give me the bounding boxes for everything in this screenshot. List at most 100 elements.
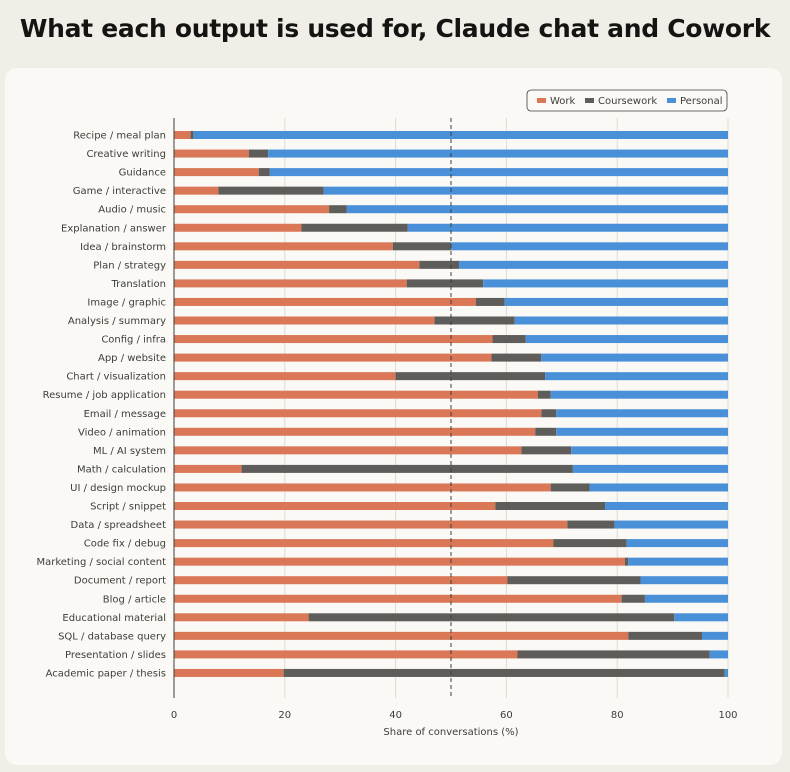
category-label: App / website [98,353,166,364]
category-label: Config / infra [101,335,166,346]
category-label: Idea / brainstorm [80,242,166,253]
bar-work [174,205,330,214]
bar-personal [644,594,728,603]
bar-personal [269,168,728,177]
category-label: Analysis / summary [68,316,166,327]
bar-work [174,131,191,139]
bar-personal [701,631,728,640]
bar-personal [556,409,728,418]
bar-work [174,149,249,158]
x-tick-label: 20 [278,710,291,721]
category-label: Game / interactive [73,186,166,197]
legend-swatch [585,98,594,103]
bar-coursework [392,242,451,251]
bar-work [174,372,396,381]
legend-label: Coursework [598,96,657,107]
bar-work [174,576,508,585]
bar-coursework [475,297,505,306]
bar-work [174,520,568,529]
bar-coursework [507,576,641,585]
bar-coursework [521,446,572,455]
bar-personal [628,557,728,566]
legend-box [526,89,728,112]
bar-personal [550,390,728,399]
category-label: Academic paper / thesis [46,668,166,679]
bar-coursework [218,186,324,195]
bar-work [174,650,518,659]
bar-work [174,223,302,232]
x-tick-label: 80 [611,710,624,721]
bar-personal [193,131,728,139]
bar-personal [268,149,728,158]
category-label: Code fix / debug [84,539,166,550]
category-label: Resume / job application [43,390,166,401]
bar-personal [483,279,728,288]
bar-personal [346,205,728,214]
bar-coursework [535,427,557,436]
bar-personal [323,186,728,195]
bar-work [174,316,435,325]
bar-work [174,353,492,362]
bar-work [174,594,622,603]
bar-coursework [308,613,675,622]
bar-coursework [434,316,515,325]
bar-coursework [301,223,408,232]
bar-personal [571,446,728,455]
bar-work [174,242,393,251]
bar-coursework [190,131,194,139]
bar-work [174,390,538,399]
bar-coursework [624,557,629,566]
category-label: Data / spreadsheet [71,520,167,531]
category-label: UI / design mockup [70,483,166,494]
bar-coursework [567,520,615,529]
category-label: Explanation / answer [61,223,167,234]
category-label: SQL / database query [58,631,166,642]
bar-work [174,631,629,640]
bar-coursework [495,502,606,510]
stacked-bar-chart: Recipe / meal plan Creative writing Guidan… [36,89,738,738]
bar-work [174,557,625,566]
category-label: Blog / article [103,594,166,605]
category-label: Email / message [84,409,166,420]
bar-personal [640,576,728,585]
bar-personal [674,613,728,622]
bar-work [174,502,496,510]
x-axis-title: Share of conversations (%) [383,727,518,738]
bar-personal [407,223,728,232]
bar-coursework [406,279,484,288]
bar-work [174,409,542,418]
bar-coursework [241,464,573,473]
bar-coursework [258,168,270,177]
bar-personal [614,520,728,529]
bar-coursework [283,668,725,677]
bar-coursework [491,353,542,362]
bar-personal [626,539,728,548]
category-label: Script / snippet [90,502,166,513]
category-label: Video / animation [78,427,166,438]
category-label: Audio / music [98,205,166,216]
category-label: Chart / visualization [66,372,166,383]
bar-personal [709,650,728,659]
bar-work [174,186,219,195]
bar-work [174,427,536,436]
bar-coursework [492,335,526,344]
bar-coursework [537,390,551,399]
bar-personal [541,353,728,362]
bar-coursework [550,483,590,492]
bar-coursework [395,372,546,381]
category-label: Educational material [62,613,166,624]
bar-work [174,168,259,177]
x-tick-label: 60 [500,710,513,721]
bar-personal [545,372,728,381]
category-label: Translation [111,279,167,290]
bar-work [174,260,420,269]
bar-personal [589,483,728,492]
category-label: Creative writing [86,149,166,160]
category-label: Document / report [74,576,166,587]
bar-work [174,483,551,492]
category-label: Math / calculation [77,464,166,475]
category-label: Marketing / social content [36,557,166,568]
bar-personal [504,297,728,306]
legend-label: Personal [680,96,723,107]
bar-work [174,539,554,548]
